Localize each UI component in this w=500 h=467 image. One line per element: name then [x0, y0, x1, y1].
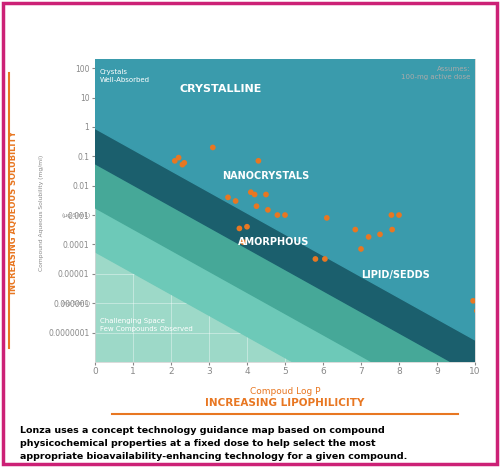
- Point: [174, 154, 182, 162]
- Point: [364, 233, 372, 241]
- Point: [281, 211, 289, 219]
- Point: [239, 238, 247, 246]
- Text: AMORPHOUS: AMORPHOUS: [238, 237, 310, 247]
- Point: [232, 197, 239, 205]
- Text: T A B L E   2: T A B L E 2: [190, 20, 310, 37]
- Text: INCREASING LIPOPHILICITY: INCREASING LIPOPHILICITY: [206, 398, 364, 408]
- Text: Compound Aqueous Solubility (mg/ml): Compound Aqueous Solubility (mg/ml): [40, 155, 44, 270]
- Point: [388, 211, 396, 219]
- Point: [352, 226, 360, 234]
- Text: NANOCRYSTALS: NANOCRYSTALS: [222, 170, 310, 181]
- Point: [395, 211, 403, 219]
- Point: [376, 231, 384, 238]
- Point: [274, 211, 281, 219]
- Text: CRYSTALLINE: CRYSTALLINE: [179, 84, 262, 94]
- Point: [209, 144, 217, 151]
- Polygon shape: [95, 128, 475, 362]
- Point: [312, 255, 320, 263]
- Point: [171, 157, 179, 164]
- Point: [388, 226, 396, 234]
- Point: [254, 157, 262, 164]
- Text: INCREASING AQUEOUS SOLUBILITY: INCREASING AQUEOUS SOLUBILITY: [10, 131, 18, 294]
- Text: Crystals
Well-Absorbed: Crystals Well-Absorbed: [100, 69, 150, 83]
- Text: (μg·S/mL): (μg·S/mL): [62, 212, 91, 218]
- Text: Compoud Log P: Compoud Log P: [250, 387, 320, 396]
- Point: [224, 194, 232, 201]
- Point: [469, 297, 477, 304]
- Text: Challenging Space
Few Compounds Observed: Challenging Space Few Compounds Observed: [100, 318, 192, 333]
- Point: [321, 255, 329, 263]
- Polygon shape: [95, 208, 475, 362]
- Point: [250, 191, 258, 198]
- Text: physicochemical properties at a fixed dose to help select the most: physicochemical properties at a fixed do…: [20, 439, 376, 448]
- Point: [264, 206, 272, 213]
- Point: [323, 214, 331, 222]
- Text: (ng·S/mL): (ng·S/mL): [62, 301, 91, 306]
- Point: [473, 307, 481, 315]
- Text: LIPID/SEDDS: LIPID/SEDDS: [361, 270, 430, 280]
- Point: [252, 203, 260, 210]
- Text: Assumes:
100-mg active dose: Assumes: 100-mg active dose: [401, 66, 470, 80]
- Point: [247, 189, 255, 196]
- Point: [236, 225, 244, 232]
- Polygon shape: [95, 59, 475, 340]
- Text: appropriate bioavailability-enhancing technology for a given compound.: appropriate bioavailability-enhancing te…: [20, 452, 407, 461]
- Text: Lonza uses a concept technology guidance map based on compound: Lonza uses a concept technology guidance…: [20, 426, 385, 435]
- Point: [178, 161, 186, 169]
- Point: [357, 245, 365, 253]
- Polygon shape: [95, 252, 475, 362]
- Polygon shape: [95, 163, 475, 362]
- Point: [180, 159, 188, 167]
- Point: [262, 191, 270, 198]
- Point: [243, 223, 251, 231]
